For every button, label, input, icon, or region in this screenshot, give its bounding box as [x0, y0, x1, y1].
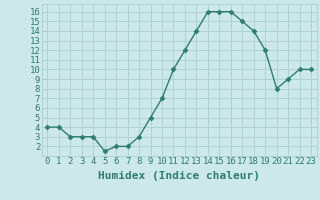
X-axis label: Humidex (Indice chaleur): Humidex (Indice chaleur): [98, 171, 260, 181]
